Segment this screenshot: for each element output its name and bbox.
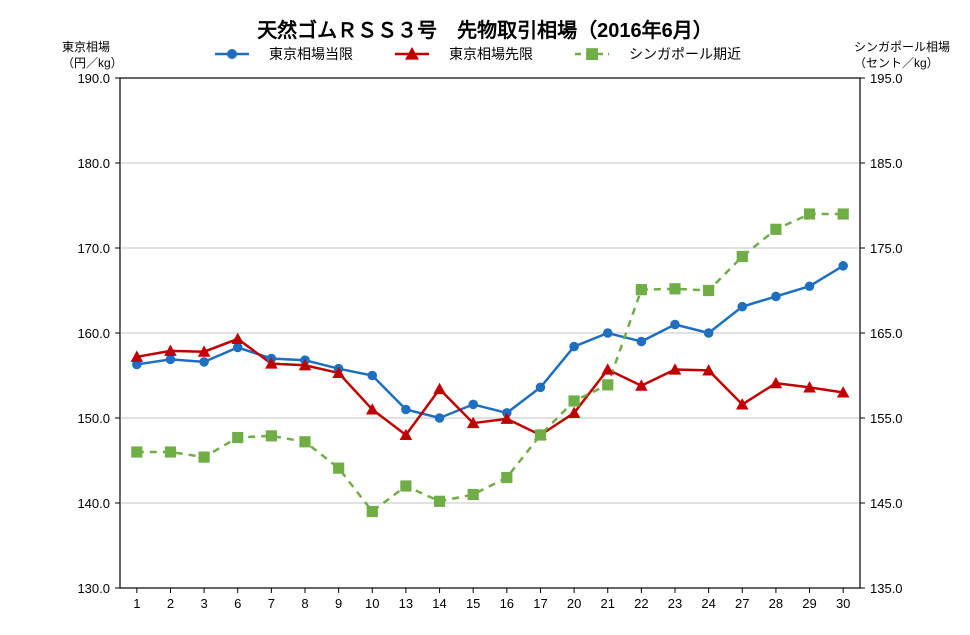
xtick-label: 20 [567,596,581,611]
ytick-label-left: 180.0 [77,156,110,171]
marker-singapore [468,489,479,500]
marker-tokyo_current [536,383,546,393]
ytick-label-left: 130.0 [77,581,110,596]
xtick-label: 3 [200,596,207,611]
xtick-label: 29 [802,596,816,611]
ytick-label-right: 135.0 [870,581,903,596]
marker-singapore [198,452,209,463]
marker-singapore [232,432,243,443]
legend-swatch-tokyo_far [395,47,429,61]
marker-tokyo_current [637,337,647,347]
ytick-label-right: 185.0 [870,156,903,171]
ytick-label-left: 170.0 [77,241,110,256]
legend-swatch-tokyo_current [215,47,249,61]
marker-singapore [770,224,781,235]
marker-tokyo_current [670,320,680,330]
xtick-label: 2 [167,596,174,611]
marker-tokyo_current [569,342,579,352]
xtick-label: 14 [432,596,446,611]
marker-singapore [165,446,176,457]
ytick-label-left: 140.0 [77,496,110,511]
marker-singapore [636,284,647,295]
ytick-label-right: 145.0 [870,496,903,511]
chart-plot: 130.0 135.0 140.0 145.0 150.0 155.0 160.0 165.0… [0,0,970,635]
ytick-label-right: 165.0 [870,326,903,341]
xtick-label: 23 [668,596,682,611]
chart-container: 天然ゴムＲＳＳ３号 先物取引相場（2016年6月） 東京相場 （円／kg） シン… [0,0,970,635]
xtick-label: 1 [133,596,140,611]
marker-singapore [400,480,411,491]
marker-tokyo_current [233,343,243,353]
xtick-label: 13 [399,596,413,611]
marker-tokyo_current [737,302,747,312]
marker-tokyo_current [166,355,176,365]
xtick-label: 27 [735,596,749,611]
marker-tokyo_current [435,413,445,423]
legend-label: 東京相場先限 [449,44,533,64]
ytick-label-left: 150.0 [77,411,110,426]
legend-item-tokyo_far: 東京相場先限 [395,44,547,64]
marker-tokyo_current [199,357,209,367]
marker-singapore [737,251,748,262]
marker-tokyo_current [401,405,411,415]
marker-singapore [434,496,445,507]
chart-title: 天然ゴムＲＳＳ３号 先物取引相場（2016年6月） [0,14,970,43]
xtick-label: 9 [335,596,342,611]
legend-swatch-singapore [575,47,609,61]
xtick-label: 30 [836,596,850,611]
xtick-label: 15 [466,596,480,611]
marker-tokyo_current [603,328,613,338]
xtick-label: 24 [701,596,715,611]
marker-tokyo_current [468,400,478,410]
marker-tokyo_current [704,328,714,338]
marker-tokyo_current [771,292,781,302]
xtick-label: 28 [769,596,783,611]
marker-singapore [838,208,849,219]
legend-label: シンガポール期近 [629,44,741,64]
xtick-label: 16 [500,596,514,611]
xtick-label: 22 [634,596,648,611]
ytick-label-right: 155.0 [870,411,903,426]
marker-singapore [367,506,378,517]
marker-singapore [266,430,277,441]
marker-singapore [703,285,714,296]
chart-legend: 東京相場当限 東京相場先限 シンガポール期近 [0,44,970,64]
marker-tokyo_current [805,281,815,291]
marker-singapore [602,379,613,390]
xtick-label: 17 [533,596,547,611]
ytick-label-left: 190.0 [77,71,110,86]
marker-tokyo_current [367,371,377,381]
marker-singapore [501,472,512,483]
ytick-label-right: 195.0 [870,71,903,86]
marker-tokyo_current [838,261,848,271]
marker-singapore [804,208,815,219]
legend-label: 東京相場当限 [269,44,353,64]
marker-singapore [299,436,310,447]
legend-item-singapore: シンガポール期近 [575,44,755,64]
xtick-label: 10 [365,596,379,611]
xtick-label: 21 [600,596,614,611]
ytick-label-left: 160.0 [77,326,110,341]
marker-singapore [535,429,546,440]
legend-item-tokyo_current: 東京相場当限 [215,44,367,64]
xtick-label: 7 [268,596,275,611]
xtick-label: 8 [301,596,308,611]
marker-singapore [568,395,579,406]
ytick-label-right: 175.0 [870,241,903,256]
xtick-label: 6 [234,596,241,611]
marker-singapore [333,463,344,474]
marker-singapore [669,283,680,294]
marker-singapore [131,446,142,457]
